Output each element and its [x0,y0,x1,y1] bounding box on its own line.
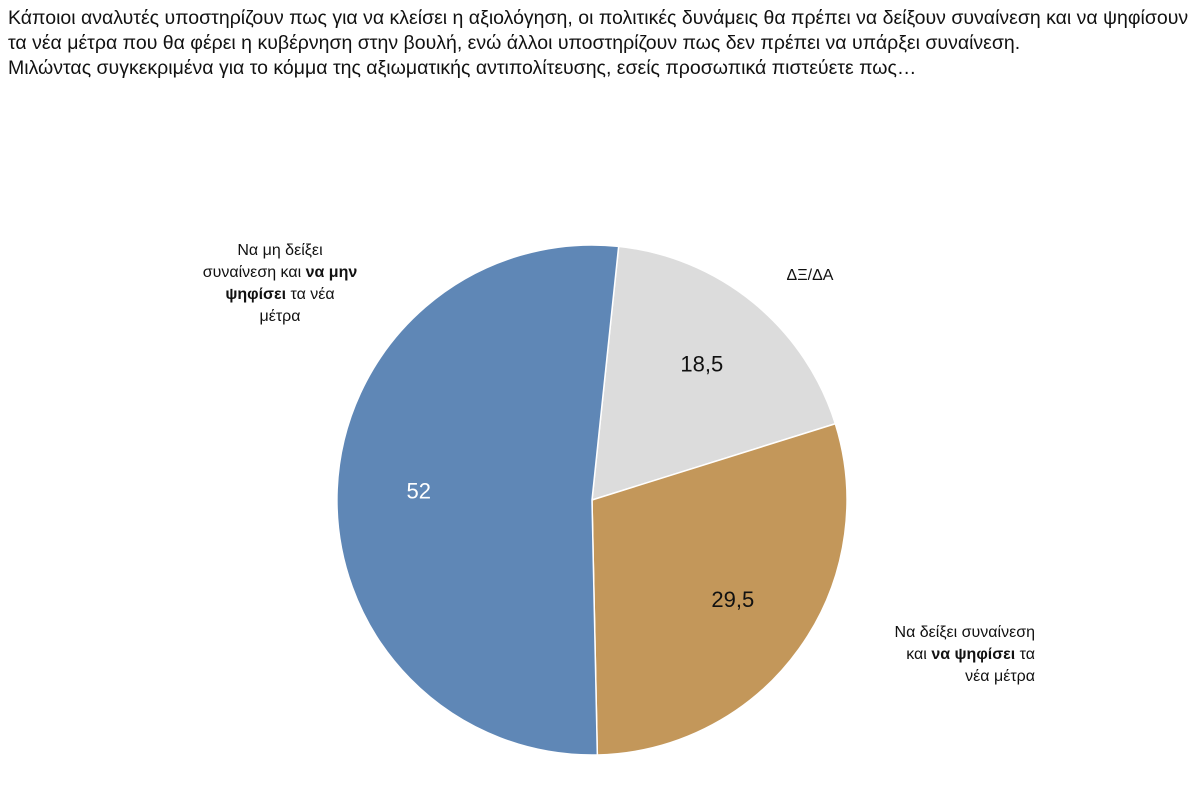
question-line-1: Κάποιοι αναλυτές υποστηρίζουν πως για να… [8,7,1189,54]
legend-label-for: Να δείξει συναίνεση και να ψηφίσει τα νέ… [894,624,1035,685]
value-label-against: 52 [407,479,431,504]
slice-for [591,422,848,756]
value-label-for: 29,5 [711,587,754,612]
question-line-2: Μιλώντας συγκεκριμένα για το κόμμα της α… [8,57,917,79]
legend-label-against: Να μη δείξει συναίνεση και να μην ψηφίσε… [202,242,358,325]
slice-against [336,244,620,756]
value-label-dkna: 18,5 [680,352,723,377]
legend-label-dkna: ΔΞ/ΔΑ [786,267,834,284]
question-text: Κάποιοι αναλυτές υποστηρίζουν πως για να… [8,6,1193,81]
slice-dkna [591,245,837,502]
